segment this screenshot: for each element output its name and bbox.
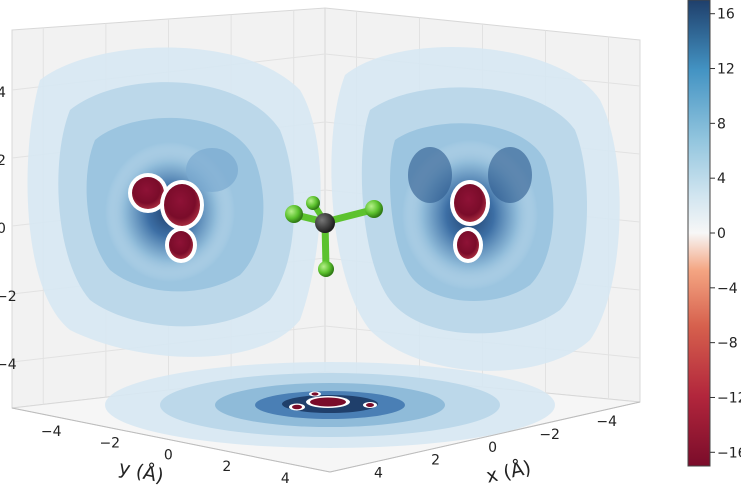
- z-tick-label: 0: [0, 221, 6, 237]
- xy-projection: [105, 362, 555, 448]
- colorbar-tick-label: −4: [717, 281, 738, 297]
- colorbar-tick-label: 16: [717, 7, 735, 23]
- y-tick-label: −2: [99, 436, 120, 452]
- x-tick-label: 0: [488, 440, 497, 456]
- xz-projection: [27, 47, 321, 357]
- y-tick-label: −4: [41, 424, 62, 440]
- z-tick-label: −2: [0, 289, 17, 305]
- fluorine-atom: [365, 200, 383, 218]
- x-tick-label: 2: [431, 453, 440, 469]
- colorbar-tick-label: −8: [717, 336, 738, 352]
- colorbar-tick-label: 8: [717, 116, 726, 132]
- y-axis-label: y (Å): [117, 456, 166, 486]
- colorbar-tick-label: −12: [717, 390, 741, 406]
- y-tick-label: 4: [281, 471, 290, 486]
- fluorine-atom: [306, 196, 320, 210]
- z-tick-label: −4: [0, 357, 17, 373]
- y-tick-label: 2: [222, 459, 231, 475]
- colorbar-ticks: −16 −12 −8 −4 0 4 8 12 16: [710, 7, 741, 461]
- fluorine-atom: [318, 261, 334, 277]
- x-tick-label: −2: [539, 427, 560, 443]
- z-tick-label: 2: [0, 153, 6, 169]
- x-tick-label: −4: [596, 414, 617, 430]
- yz-projection: [331, 47, 620, 371]
- molecule-cf4: [285, 196, 383, 277]
- tick-labels: −4 −2 0 2 4 4 2 0 −2 −4 4 2 0 −2 −4: [0, 85, 617, 486]
- x-tick-label: 4: [374, 466, 383, 482]
- colorbar: −16 −12 −8 −4 0 4 8 12 16: [687, 0, 741, 467]
- fluorine-atom: [285, 205, 303, 223]
- colorbar-tick-label: 4: [717, 171, 726, 187]
- z-tick-label: 4: [0, 85, 6, 101]
- colorbar-gradient: [687, 0, 711, 467]
- y-tick-label: 0: [164, 447, 173, 463]
- colorbar-tick-label: 0: [717, 226, 726, 242]
- axis-lines: [11, 401, 641, 473]
- colorbar-tick-label: 12: [717, 62, 735, 78]
- x-axis-label: x (Å): [484, 456, 533, 486]
- colorbar-tick-label: −16: [717, 445, 741, 461]
- carbon-atom: [315, 213, 335, 233]
